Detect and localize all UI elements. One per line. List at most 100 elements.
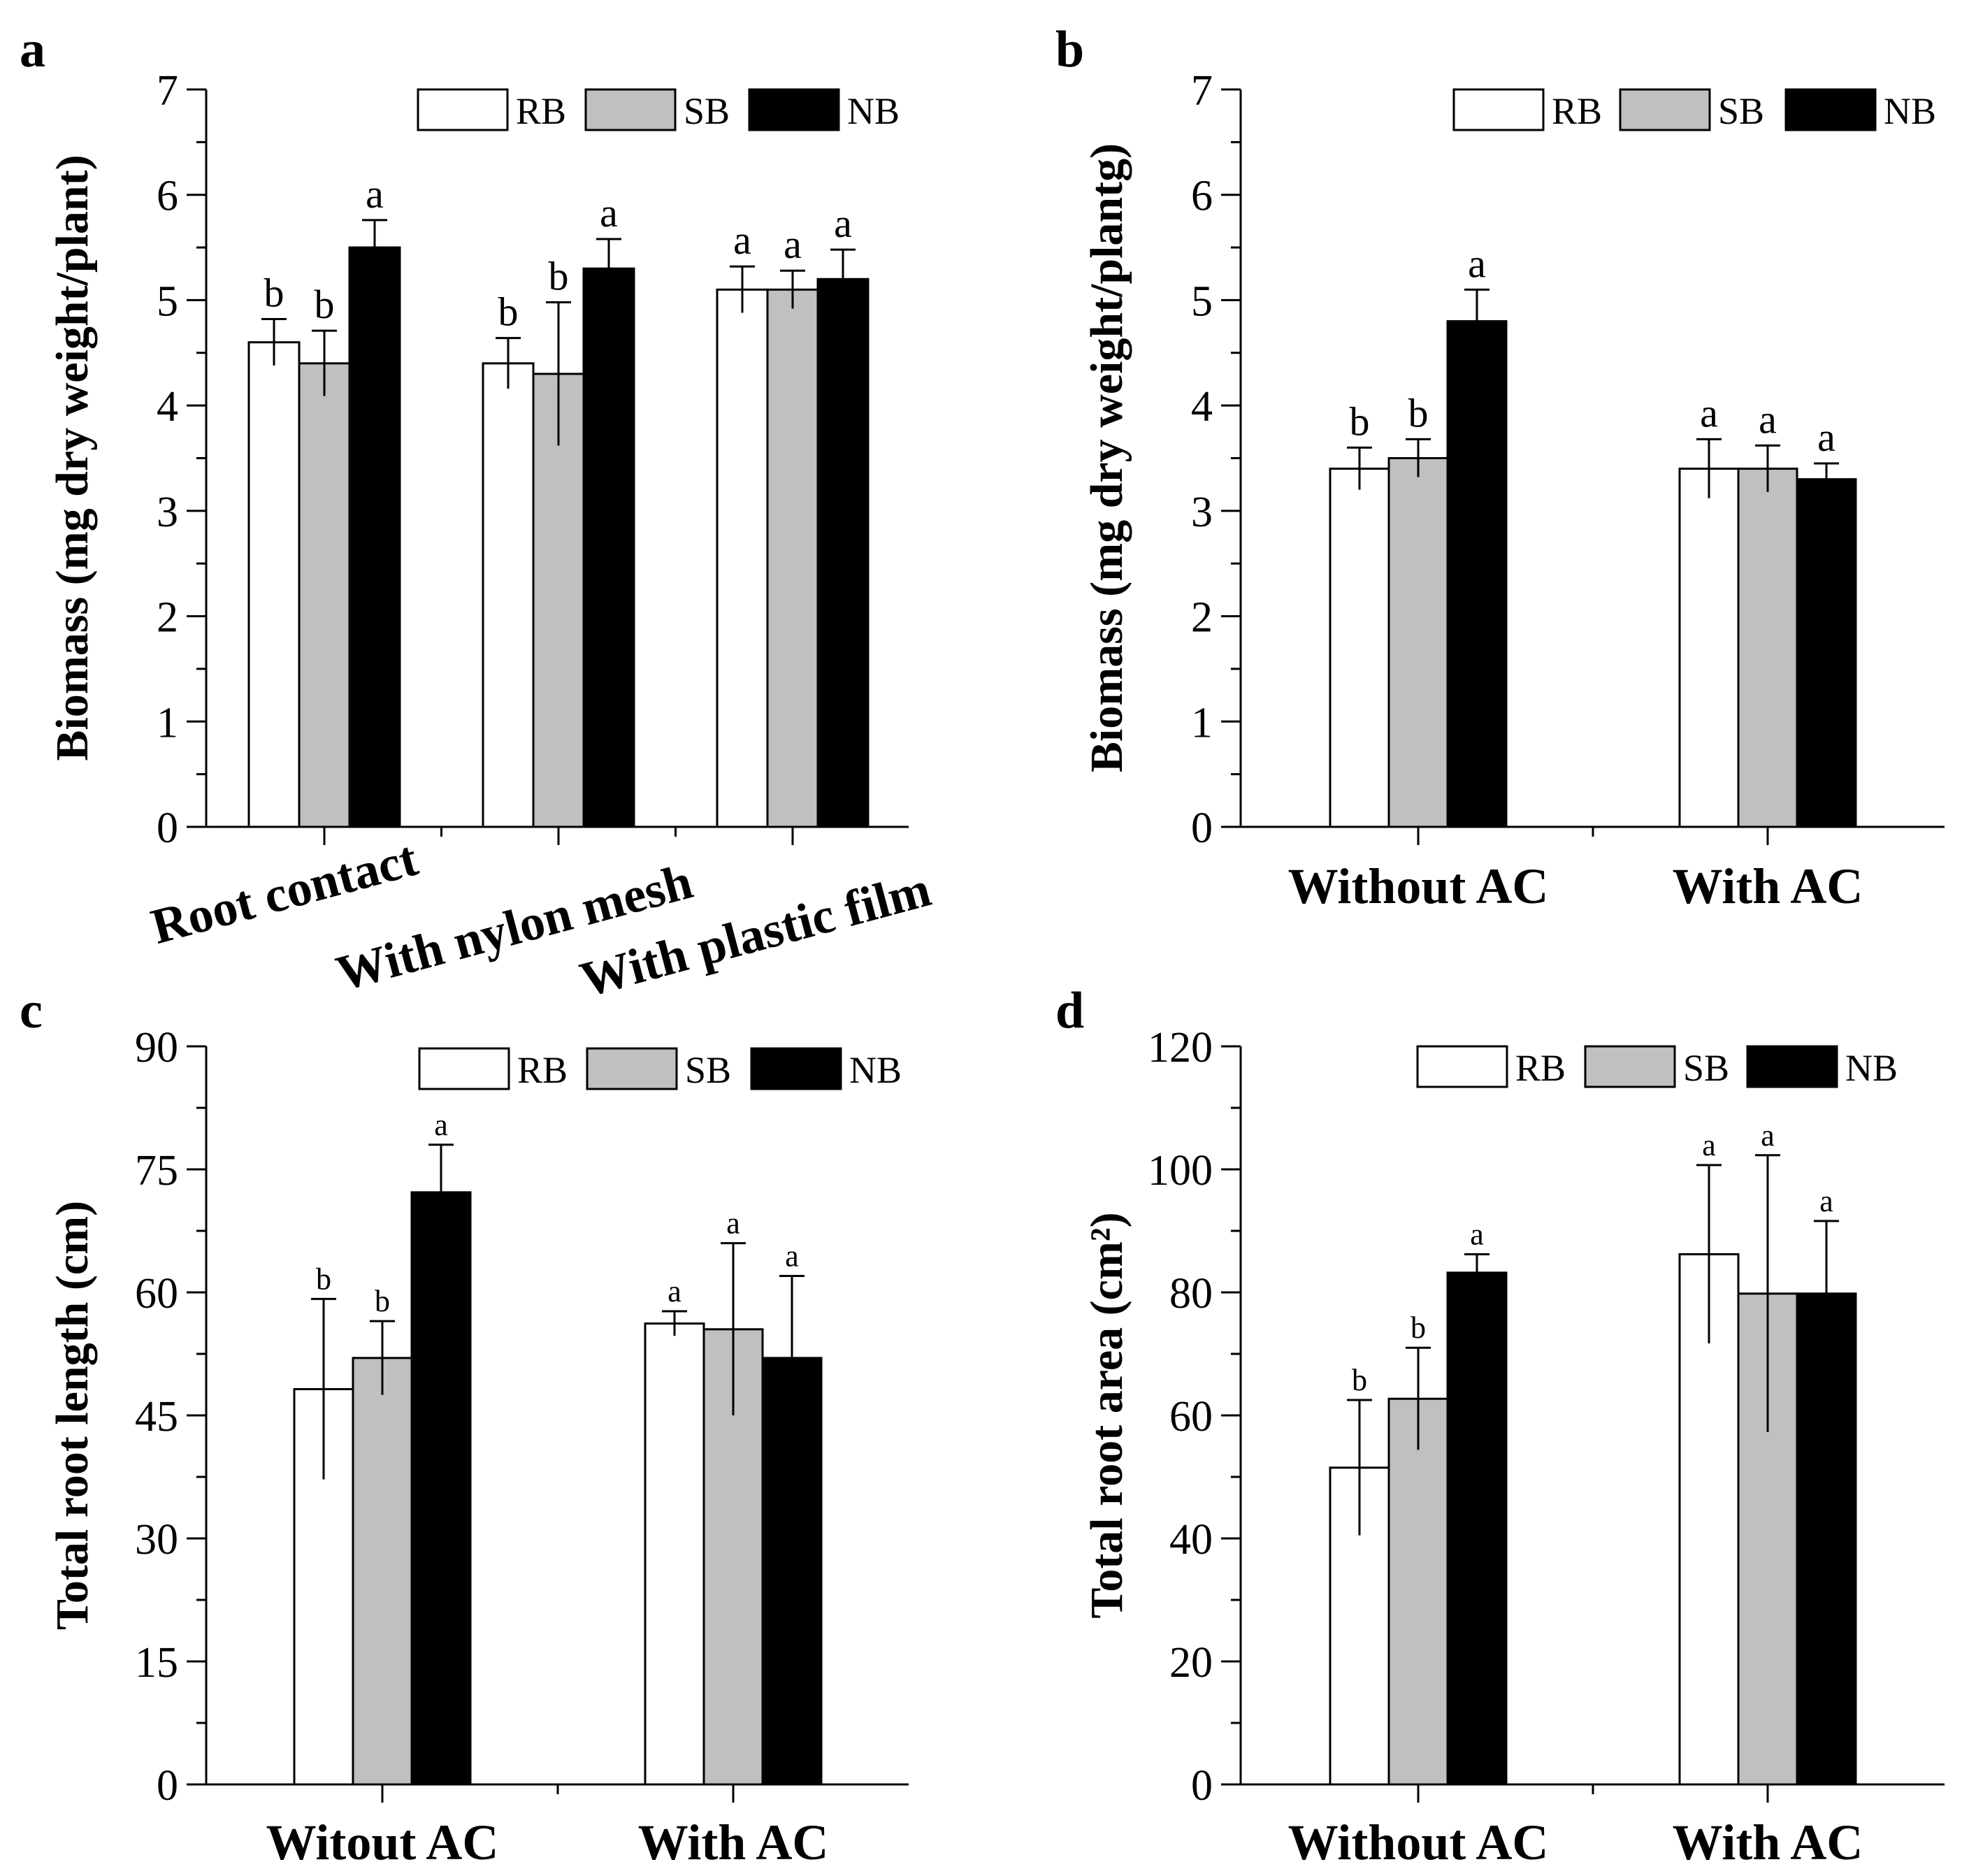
y-axis-label: Biomass (mg dry weight/plant) [47, 154, 98, 760]
legend-swatch-rb [418, 1047, 510, 1090]
legend-label: NB [849, 1049, 902, 1091]
bar-rb [1329, 468, 1390, 828]
bar-sb [352, 1357, 413, 1786]
legend-swatch-sb [1619, 88, 1711, 131]
bar-rb [1678, 468, 1740, 828]
y-tick-label: 3 [157, 489, 178, 536]
y-tick-label: 6 [157, 173, 178, 220]
legend-swatch-rb [1452, 88, 1545, 131]
y-tick-label: 0 [1191, 804, 1213, 852]
significance-letter: a [1470, 1217, 1484, 1251]
y-tick-label: 1 [1191, 699, 1213, 746]
bar-sb [298, 362, 351, 828]
y-tick-label: 6 [1191, 173, 1213, 220]
significance-letter: b [1408, 390, 1429, 435]
y-tick-label: 90 [135, 1024, 178, 1072]
y-axis-label: Total root area (cm²) [1081, 1212, 1132, 1618]
significance-letter: a [1759, 396, 1777, 442]
legend-swatch-rb [417, 88, 509, 131]
significance-letter: a [784, 222, 802, 267]
y-tick-label: 7 [1191, 67, 1213, 115]
panel-letter: d [1055, 982, 1084, 1039]
legend-swatch-sb [1584, 1045, 1676, 1088]
bar-rb [482, 362, 535, 828]
bar-nb [410, 1191, 472, 1786]
x-category-label: With AC [638, 1814, 829, 1870]
significance-letter: a [1819, 1184, 1833, 1218]
legend-label: RB [1515, 1047, 1566, 1089]
significance-letter: b [549, 253, 569, 298]
significance-letter: b [315, 282, 335, 327]
significance-letter: b [316, 1262, 331, 1296]
y-tick-label: 60 [1169, 1393, 1213, 1441]
significance-letter: a [1761, 1118, 1775, 1153]
bar-nb [1446, 1271, 1508, 1786]
bar-nb [1796, 478, 1857, 828]
y-axis-label: Biomass (mg dry weight/plantg) [1081, 143, 1132, 772]
y-tick-label: 100 [1148, 1147, 1213, 1195]
y-tick-label: 7 [157, 67, 178, 115]
y-tick-label: 0 [157, 804, 178, 852]
bar-sb [1737, 468, 1798, 828]
panel-d: d Total root area (cm²) 0 20 40 60 80 100 120 Wit… [1055, 982, 1945, 1870]
bar-nb [816, 277, 870, 828]
legend-label: RB [517, 1049, 568, 1091]
significance-letter: b [1352, 1363, 1367, 1397]
significance-letter: a [1468, 240, 1486, 286]
x-category-label: With AC [1673, 1814, 1863, 1870]
legend-swatch-nb [750, 1047, 842, 1090]
y-tick-label: 45 [135, 1393, 178, 1441]
bar-sb [532, 373, 585, 828]
legend-label: RB [1552, 90, 1602, 132]
bar-rb [1329, 1466, 1390, 1786]
significance-letter: a [600, 190, 618, 236]
legend-swatch-rb [1416, 1045, 1508, 1088]
bar-sb [1387, 457, 1449, 828]
significance-letter: b [264, 270, 284, 316]
y-tick-label: 75 [135, 1147, 178, 1195]
legend-swatch-nb [748, 88, 840, 131]
significance-letter: a [1700, 390, 1718, 435]
bar-nb [582, 267, 635, 828]
y-tick-label: 5 [1191, 277, 1213, 325]
y-tick-label: 20 [1169, 1639, 1213, 1687]
bar-rb [247, 341, 301, 828]
y-tick-label: 2 [157, 594, 178, 642]
bar-nb [1796, 1292, 1857, 1786]
legend-label: NB [847, 90, 900, 132]
legend-swatch-nb [1784, 88, 1877, 131]
x-category-label: With AC [1673, 858, 1863, 914]
significance-letter: b [498, 289, 519, 335]
y-tick-label: 0 [1191, 1762, 1213, 1810]
significance-letter: a [733, 217, 751, 263]
bar-rb [716, 288, 769, 828]
y-tick-label: 60 [135, 1270, 178, 1318]
significance-letter: b [1350, 398, 1370, 444]
legend-label: NB [1845, 1047, 1898, 1089]
y-tick-label: 4 [1191, 383, 1213, 431]
y-tick-label: 1 [157, 699, 178, 746]
y-tick-label: 15 [135, 1639, 178, 1687]
legend-label: RB [516, 90, 566, 132]
y-tick-label: 3 [1191, 489, 1213, 536]
bar-nb [348, 246, 401, 828]
y-tick-label: 80 [1169, 1270, 1213, 1318]
legend-label: SB [1718, 90, 1764, 132]
legend-label: SB [684, 90, 730, 132]
panel-letter: a [20, 21, 45, 78]
significance-letter: a [434, 1108, 448, 1142]
panel-letter: b [1055, 21, 1084, 78]
y-tick-label: 2 [1191, 594, 1213, 642]
significance-letter: a [785, 1239, 799, 1273]
significance-letter: a [668, 1274, 681, 1308]
significance-letter: a [726, 1206, 740, 1241]
y-tick-label: 0 [157, 1762, 178, 1810]
legend-swatch-nb [1746, 1045, 1838, 1088]
significance-letter: b [1411, 1311, 1426, 1345]
legend-label: NB [1884, 90, 1936, 132]
significance-letter: a [834, 201, 852, 246]
x-category-label: Without AC [1288, 858, 1549, 914]
y-axis-label: Total root length (cm) [47, 1201, 98, 1630]
